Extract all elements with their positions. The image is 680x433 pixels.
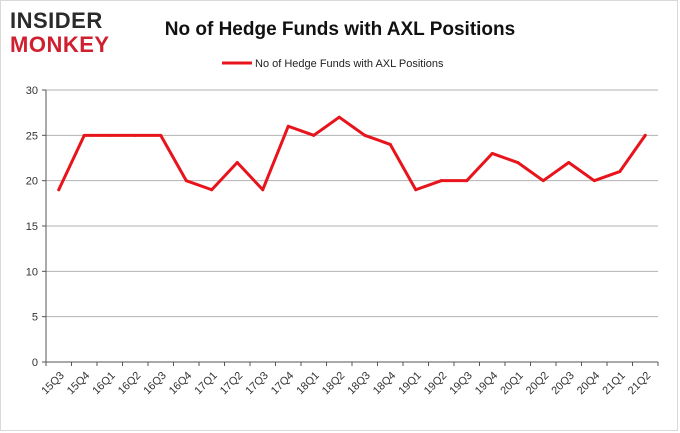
y-tick-label: 25 (26, 130, 38, 142)
legend: No of Hedge Funds with AXL Positions (222, 58, 444, 70)
y-axis: 0 5 10 15 20 25 30 (26, 85, 47, 369)
x-tick-label: 19Q1 (396, 370, 424, 398)
x-tick-label: 18Q4 (371, 370, 399, 398)
logo-line-2: MONKEY (10, 32, 110, 57)
x-tick-label: 20Q4 (575, 370, 603, 398)
y-tick-label: 20 (26, 176, 38, 188)
data-point (57, 188, 61, 192)
data-point (133, 133, 137, 137)
series-line (57, 115, 647, 192)
data-point (210, 188, 214, 192)
y-tick-label: 15 (26, 221, 38, 233)
legend-label: No of Hedge Funds with AXL Positions (255, 58, 444, 70)
data-point (592, 179, 596, 183)
x-tick-label: 16Q2 (116, 370, 144, 398)
x-tick-label: 19Q3 (447, 370, 475, 398)
x-tick-label: 17Q2 (218, 370, 246, 398)
x-tick-label: 17Q3 (243, 370, 271, 398)
data-point (235, 161, 239, 165)
x-tick-label: 18Q3 (345, 370, 373, 398)
data-point (490, 151, 494, 155)
x-tick-label: 20Q1 (498, 370, 526, 398)
data-point (541, 179, 545, 183)
data-point (414, 188, 418, 192)
x-tick-label: 17Q1 (192, 370, 220, 398)
insider-monkey-logo: INSIDER MONKEY (10, 8, 110, 57)
data-point (261, 188, 265, 192)
x-tick-label: 17Q4 (269, 370, 297, 398)
gridlines (46, 89, 658, 318)
data-point (643, 133, 647, 137)
data-point (184, 179, 188, 183)
data-point (439, 179, 443, 183)
x-tick-label: 21Q2 (626, 370, 654, 398)
data-point (312, 133, 316, 137)
data-point (618, 170, 622, 174)
series-layer (57, 115, 647, 192)
x-tick-label: 18Q1 (294, 370, 322, 398)
data-point (82, 133, 86, 137)
data-point (567, 161, 571, 165)
x-tick-label: 15Q3 (39, 370, 67, 398)
data-point (363, 133, 367, 137)
data-point (388, 142, 392, 146)
x-tick-label: 16Q3 (141, 370, 169, 398)
x-tick-label: 16Q1 (90, 370, 118, 398)
data-point (108, 133, 112, 137)
y-tick-label: 10 (26, 266, 38, 278)
data-point (337, 115, 341, 119)
y-tick-label: 30 (26, 85, 38, 97)
data-point (286, 124, 290, 128)
x-tick-label: 20Q2 (524, 370, 552, 398)
x-tick-label: 19Q2 (422, 370, 450, 398)
x-tick-label: 16Q4 (167, 370, 195, 398)
chart-title: No of Hedge Funds with AXL Positions (165, 19, 515, 40)
logo-line-1: INSIDER (10, 8, 103, 33)
y-tick-label: 5 (32, 312, 38, 324)
x-tick-label: 15Q4 (65, 370, 93, 398)
y-tick-label: 0 (32, 357, 38, 369)
x-tick-label: 19Q4 (473, 370, 501, 398)
data-point (465, 179, 469, 183)
data-point (516, 161, 520, 165)
x-axis: 15Q315Q416Q116Q216Q316Q417Q117Q217Q317Q4… (39, 361, 659, 398)
x-tick-label: 20Q3 (549, 370, 577, 398)
x-tick-label: 18Q2 (320, 370, 348, 398)
data-point (159, 133, 163, 137)
x-tick-label: 21Q1 (600, 370, 628, 398)
